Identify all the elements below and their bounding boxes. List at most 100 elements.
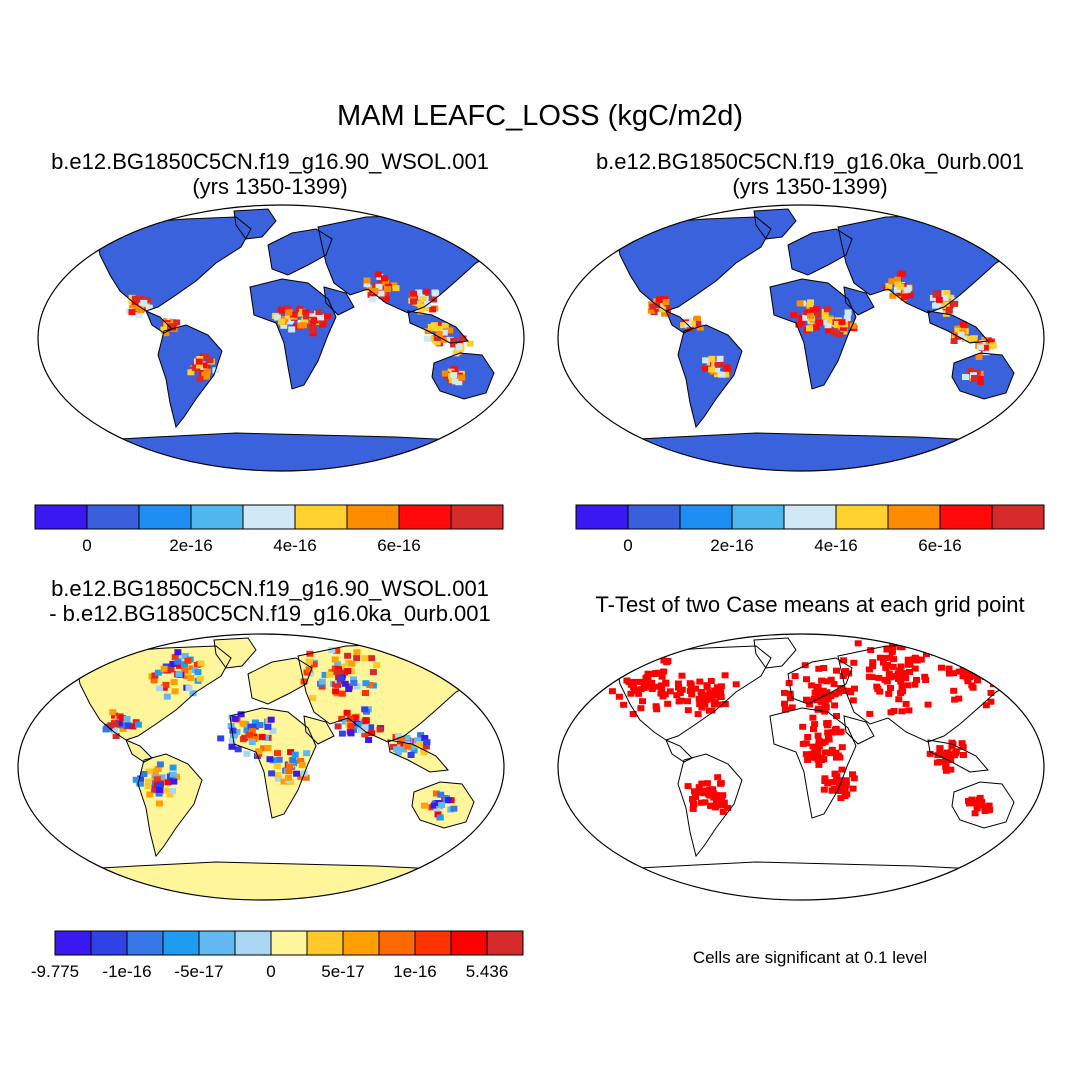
grid-cell bbox=[631, 678, 639, 685]
grid-cell bbox=[187, 369, 195, 376]
grid-cell bbox=[687, 685, 695, 692]
grid-cell bbox=[886, 654, 894, 661]
grid-cell bbox=[883, 646, 891, 653]
colorbar-box bbox=[450, 504, 504, 530]
grid-cell bbox=[850, 775, 858, 782]
coastline-southeast-asia bbox=[927, 310, 989, 344]
significance-note: Cells are significant at 0.1 level bbox=[692, 948, 928, 967]
grid-cell bbox=[710, 701, 718, 708]
grid-cell bbox=[160, 665, 168, 672]
grid-cell bbox=[706, 690, 714, 697]
colorbar-box bbox=[126, 930, 164, 956]
grid-cell bbox=[695, 695, 703, 702]
grid-cell bbox=[450, 372, 458, 379]
grid-cell bbox=[824, 779, 832, 786]
grid-cell bbox=[169, 771, 177, 778]
grid-cell bbox=[821, 706, 829, 713]
grid-cell bbox=[887, 685, 894, 691]
grid-cell bbox=[802, 751, 810, 758]
grid-cell bbox=[844, 318, 852, 325]
grid-cell bbox=[811, 721, 819, 728]
grid-cell bbox=[951, 300, 959, 307]
grid-cell bbox=[118, 715, 126, 722]
grid-cell bbox=[948, 739, 956, 746]
panel-1-case-name: b.e12.BG1850C5CN.f19_g16.90_WSOL.001 bbox=[51, 149, 489, 174]
coastline-greenland bbox=[753, 637, 797, 669]
coastline-australia bbox=[951, 352, 1015, 400]
grid-cell bbox=[815, 665, 823, 672]
grid-cell bbox=[675, 684, 682, 691]
grid-cell bbox=[788, 704, 796, 711]
grid-cell bbox=[154, 766, 162, 772]
grid-cell bbox=[960, 650, 968, 657]
grid-cell bbox=[849, 322, 857, 329]
colorbar-box bbox=[162, 930, 200, 956]
grid-cell bbox=[452, 378, 460, 385]
grid-cell bbox=[248, 728, 256, 735]
grid-cell bbox=[885, 283, 893, 290]
grid-cell bbox=[732, 681, 740, 688]
grid-cell bbox=[678, 686, 686, 693]
coastline-new-zealand bbox=[1023, 390, 1037, 408]
grid-cell bbox=[880, 659, 887, 666]
colorbar-tick-label: 5e-17 bbox=[321, 962, 365, 981]
grid-cell bbox=[151, 786, 159, 793]
grid-cell bbox=[799, 723, 807, 730]
grid-cell bbox=[689, 796, 697, 802]
grid-cell bbox=[162, 330, 170, 337]
grid-cell bbox=[434, 321, 442, 328]
grid-cell bbox=[805, 697, 813, 704]
grid-cell bbox=[144, 783, 152, 790]
grid-cell bbox=[434, 334, 442, 341]
grid-cell bbox=[466, 340, 474, 347]
grid-cell bbox=[897, 663, 905, 670]
coastline-europe bbox=[267, 228, 333, 276]
grid-cell bbox=[964, 670, 971, 677]
grid-cell bbox=[348, 660, 356, 667]
grid-cell bbox=[1026, 832, 1034, 839]
grid-cell bbox=[112, 733, 120, 739]
grid-cell bbox=[302, 774, 310, 781]
colorbar-tick-label: -1e-16 bbox=[102, 962, 152, 981]
grid-cell bbox=[720, 799, 728, 806]
grid-cell bbox=[167, 666, 175, 673]
grid-cell bbox=[381, 275, 388, 282]
grid-cell bbox=[415, 741, 423, 748]
grid-cell bbox=[966, 800, 973, 807]
grid-cell bbox=[698, 780, 706, 787]
grid-cell bbox=[977, 668, 985, 675]
grid-cell bbox=[228, 743, 236, 750]
grid-cell bbox=[834, 321, 841, 327]
grid-cell bbox=[1008, 672, 1016, 679]
grid-cell bbox=[714, 774, 722, 781]
grid-cell bbox=[655, 296, 663, 303]
grid-cell bbox=[815, 761, 823, 768]
grid-cell bbox=[217, 735, 225, 742]
grid-cell bbox=[280, 778, 288, 785]
grid-cell bbox=[899, 688, 907, 695]
colorbar-box bbox=[783, 504, 837, 530]
grid-cell bbox=[831, 770, 839, 777]
grid-cell bbox=[174, 658, 182, 665]
grid-cell bbox=[639, 678, 647, 685]
grid-cell bbox=[202, 354, 209, 361]
grid-cell bbox=[942, 767, 950, 774]
colorbar-box bbox=[835, 504, 889, 530]
grid-cell bbox=[703, 682, 711, 689]
coastline-arabia bbox=[843, 286, 875, 316]
coastline-australia bbox=[411, 781, 475, 829]
grid-cell bbox=[842, 781, 850, 788]
grid-cell bbox=[382, 279, 390, 286]
grid-cell bbox=[102, 726, 110, 733]
grid-cell bbox=[384, 286, 391, 293]
grid-cell bbox=[660, 657, 668, 664]
grid-cell bbox=[840, 657, 848, 664]
grid-cell bbox=[285, 774, 292, 781]
grid-cell bbox=[647, 307, 655, 314]
grid-cell bbox=[347, 730, 355, 737]
grid-cell bbox=[698, 704, 706, 711]
grid-cell bbox=[946, 302, 954, 309]
grid-cell bbox=[922, 677, 930, 683]
grid-cell bbox=[246, 731, 254, 738]
grid-cell bbox=[990, 657, 998, 663]
